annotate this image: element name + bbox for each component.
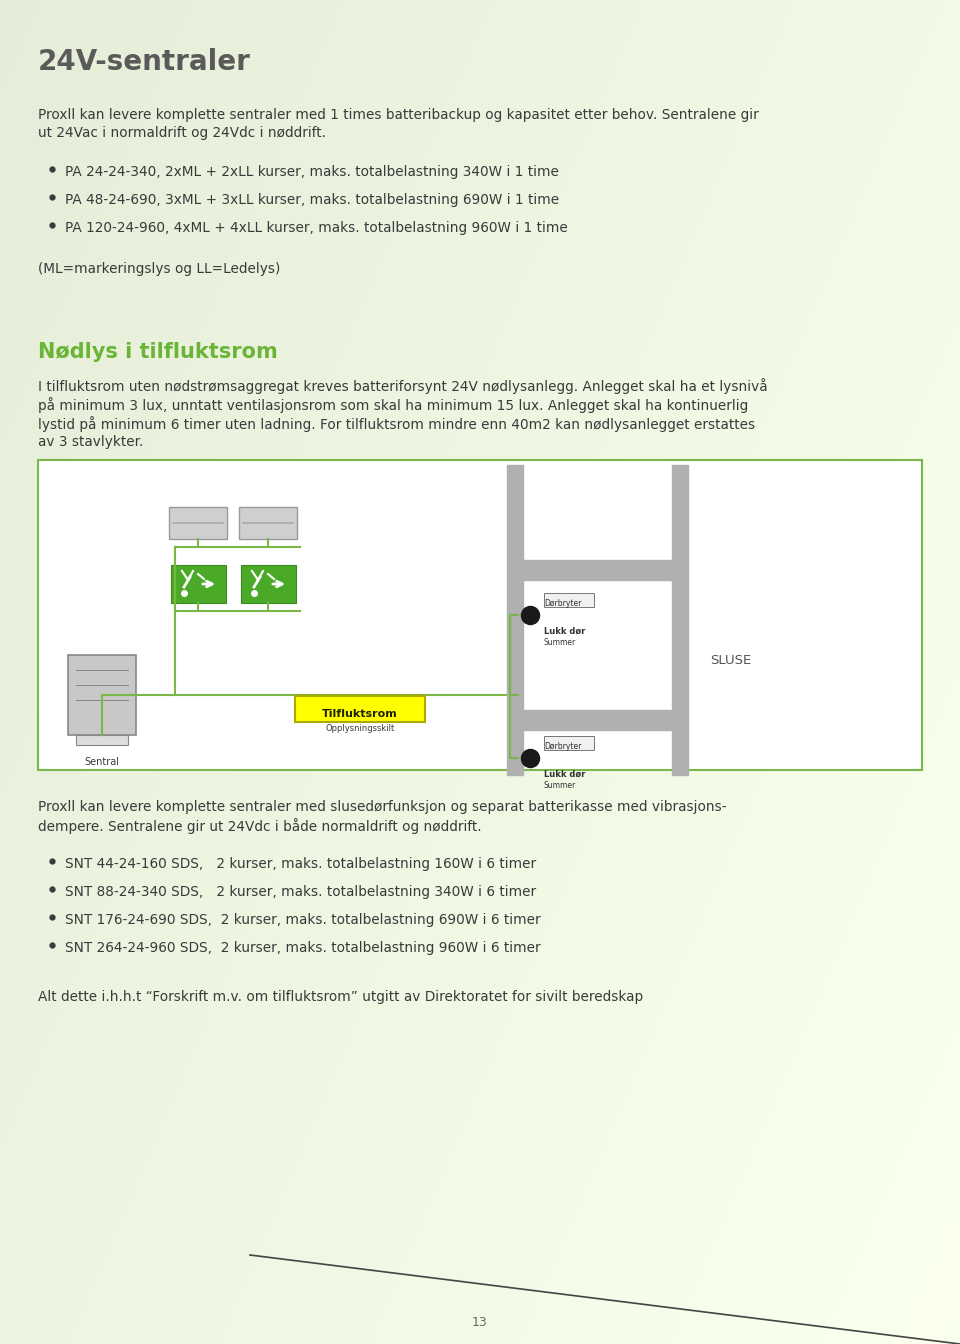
Bar: [76, 735, 128, 745]
Text: 13: 13: [472, 1316, 488, 1329]
Bar: [544, 737, 594, 750]
Text: (ML=markeringslys og LL=Ledelys): (ML=markeringslys og LL=Ledelys): [38, 262, 280, 276]
Text: 24V-sentraler: 24V-sentraler: [38, 48, 251, 77]
Text: Proxll kan levere komplette sentraler med slusedørfunksjon og separat batterikas: Proxll kan levere komplette sentraler me…: [38, 800, 727, 814]
Text: Lukk dør: Lukk dør: [544, 770, 586, 780]
Text: Summer: Summer: [544, 781, 576, 790]
Text: SNT 44-24-160 SDS,   2 kurser, maks. totalbelastning 160W i 6 timer: SNT 44-24-160 SDS, 2 kurser, maks. total…: [65, 857, 536, 871]
Text: Dørbryter: Dørbryter: [544, 742, 582, 751]
Text: PA 24-24-340, 2xML + 2xLL kurser, maks. totalbelastning 340W i 1 time: PA 24-24-340, 2xML + 2xLL kurser, maks. …: [65, 165, 559, 179]
Text: Alt dette i.h.h.t “Forskrift m.v. om tilfluktsrom” utgitt av Direktoratet for si: Alt dette i.h.h.t “Forskrift m.v. om til…: [38, 991, 643, 1004]
Text: Tilfluktsrom: Tilfluktsrom: [323, 710, 397, 719]
Text: av 3 stavlykter.: av 3 stavlykter.: [38, 435, 143, 449]
Text: SLUSE: SLUSE: [710, 653, 752, 667]
Text: PA 48-24-690, 3xML + 3xLL kurser, maks. totalbelastning 690W i 1 time: PA 48-24-690, 3xML + 3xLL kurser, maks. …: [65, 194, 559, 207]
Text: SNT 176-24-690 SDS,  2 kurser, maks. totalbelastning 690W i 6 timer: SNT 176-24-690 SDS, 2 kurser, maks. tota…: [65, 913, 540, 927]
Text: Summer: Summer: [544, 638, 576, 646]
Text: I tilfluktsrom uten nødstrømsaggregat kreves batteriforsynt 24V nødlysanlegg. An: I tilfluktsrom uten nødstrømsaggregat kr…: [38, 378, 768, 394]
Bar: [241, 564, 296, 603]
Text: Lukk dør: Lukk dør: [544, 628, 586, 636]
Bar: [239, 507, 297, 539]
Text: Nødlys i tilfluktsrom: Nødlys i tilfluktsrom: [38, 341, 277, 362]
Text: Dørbryter: Dørbryter: [544, 599, 582, 607]
Text: på minimum 3 lux, unntatt ventilasjonsrom som skal ha minimum 15 lux. Anlegget s: på minimum 3 lux, unntatt ventilasjonsro…: [38, 396, 748, 413]
Bar: [544, 593, 594, 607]
Text: SNT 264-24-960 SDS,  2 kurser, maks. totalbelastning 960W i 6 timer: SNT 264-24-960 SDS, 2 kurser, maks. tota…: [65, 941, 540, 956]
Bar: [295, 696, 425, 722]
Text: Proxll kan levere komplette sentraler med 1 times batteribackup og kapasitet ett: Proxll kan levere komplette sentraler me…: [38, 108, 758, 122]
Text: Opplysningsskilt: Opplysningsskilt: [325, 724, 395, 732]
Bar: [169, 507, 227, 539]
Text: ut 24Vac i normaldrift og 24Vdc i nøddrift.: ut 24Vac i normaldrift og 24Vdc i nøddri…: [38, 126, 326, 140]
Text: Sentral: Sentral: [84, 757, 119, 767]
Text: lystid på minimum 6 timer uten ladning. For tilfluktsrom mindre enn 40m2 kan nød: lystid på minimum 6 timer uten ladning. …: [38, 417, 756, 431]
Text: dempere. Sentralene gir ut 24Vdc i både normaldrift og nøddrift.: dempere. Sentralene gir ut 24Vdc i både …: [38, 818, 482, 835]
Bar: [171, 564, 226, 603]
Bar: [68, 655, 136, 735]
Bar: [38, 460, 922, 770]
Text: PA 120-24-960, 4xML + 4xLL kurser, maks. totalbelastning 960W i 1 time: PA 120-24-960, 4xML + 4xLL kurser, maks.…: [65, 220, 567, 235]
Text: SNT 88-24-340 SDS,   2 kurser, maks. totalbelastning 340W i 6 timer: SNT 88-24-340 SDS, 2 kurser, maks. total…: [65, 884, 536, 899]
